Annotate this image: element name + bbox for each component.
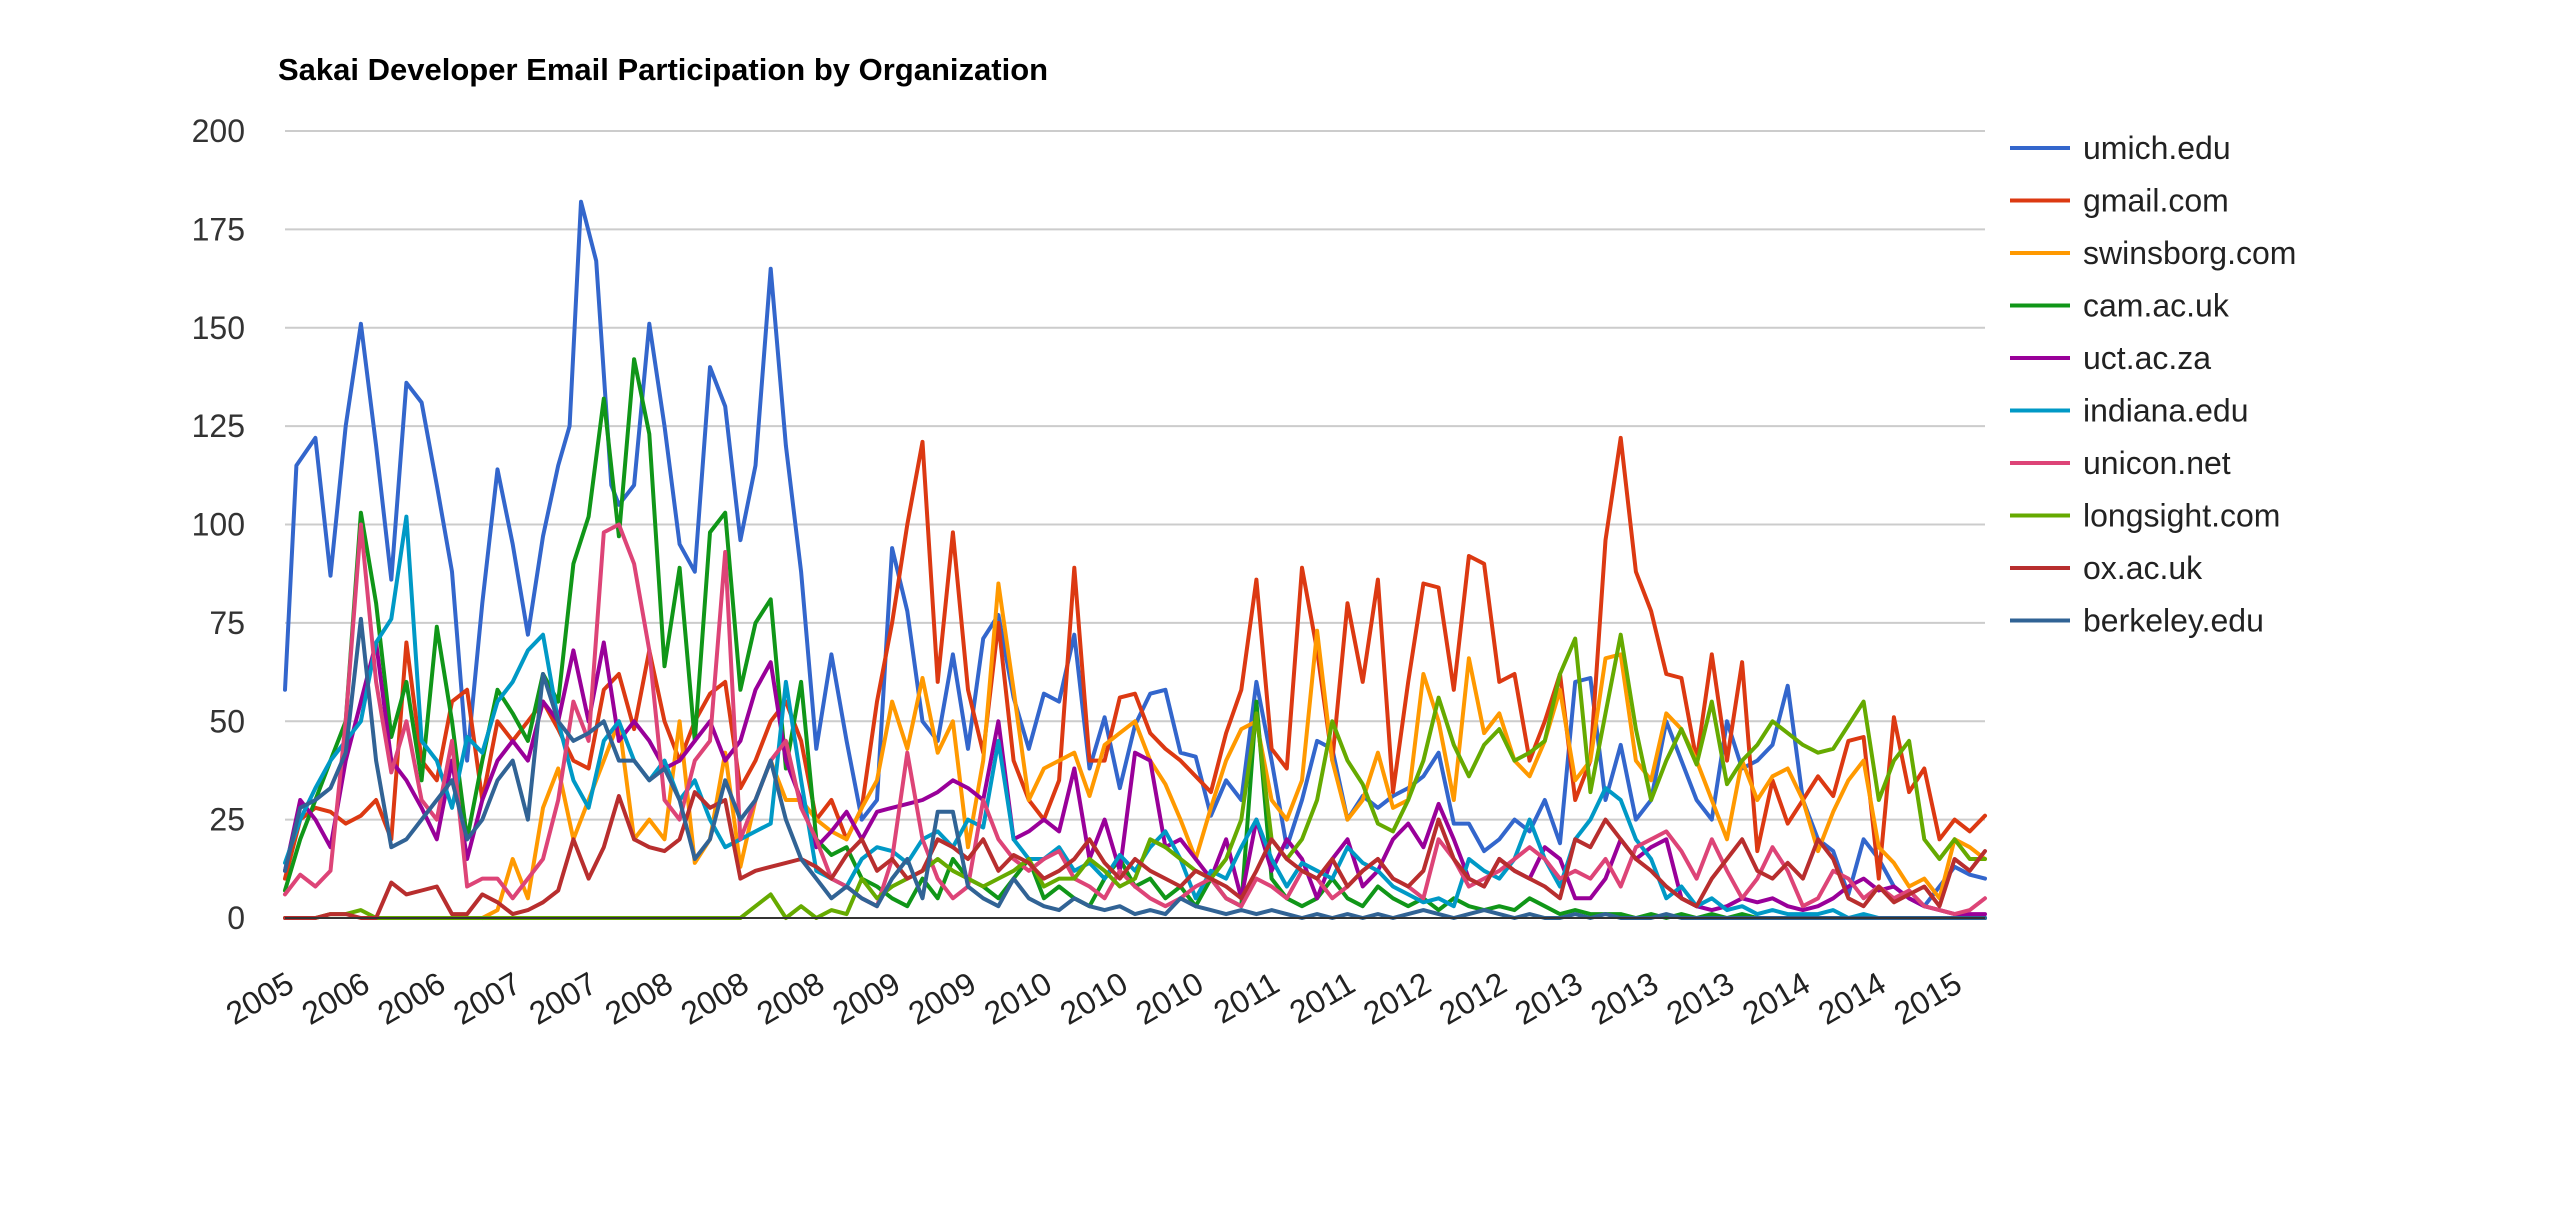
legend-item[interactable]: indiana.edu: [2010, 393, 2248, 429]
legend-item[interactable]: cam.ac.uk: [2010, 288, 2230, 324]
legend-label: gmail.com: [2083, 183, 2229, 219]
legend-item[interactable]: berkeley.edu: [2010, 603, 2264, 639]
x-tick-label: 2014: [1736, 965, 1816, 1032]
x-axis-tick-labels: 2005200620062007200720082008200820092009…: [220, 965, 1968, 1032]
x-tick-label: 2014: [1812, 965, 1892, 1032]
legend-label: berkeley.edu: [2083, 603, 2264, 639]
x-tick-label: 2013: [1585, 965, 1665, 1032]
legend-label: uct.ac.za: [2083, 340, 2211, 376]
y-tick-label: 175: [192, 211, 245, 247]
x-tick-label: 2013: [1660, 965, 1740, 1032]
x-tick-label: 2009: [826, 965, 906, 1032]
x-tick-label: 2005: [220, 965, 300, 1032]
y-tick-label: 150: [192, 310, 245, 346]
y-tick-label: 25: [209, 802, 245, 838]
x-tick-label: 2008: [751, 965, 831, 1032]
series-line-umich-edu[interactable]: [283, 199, 1987, 909]
legend-item[interactable]: uct.ac.za: [2010, 340, 2211, 376]
x-tick-label: 2009: [902, 965, 982, 1032]
y-axis-tick-labels: 0 25 50 75 100 125 150 175 200: [192, 113, 245, 936]
series-line-uct-ac-za[interactable]: [283, 640, 1987, 917]
legend-label: indiana.edu: [2083, 393, 2248, 429]
x-tick-label: 2006: [371, 965, 451, 1032]
legend-label: ox.ac.uk: [2083, 550, 2203, 586]
x-tick-label: 2011: [1208, 965, 1286, 1031]
x-tick-label: 2010: [1054, 965, 1134, 1032]
y-tick-label: 125: [192, 408, 245, 444]
x-tick-label: 2010: [978, 965, 1058, 1032]
legend-item[interactable]: gmail.com: [2010, 183, 2229, 219]
chart-title: Sakai Developer Email Participation by O…: [278, 52, 1048, 87]
series-line-ox-ac-uk[interactable]: [283, 790, 1987, 920]
x-tick-label: 2011: [1283, 965, 1361, 1031]
legend-item[interactable]: longsight.com: [2010, 498, 2280, 534]
x-tick-label: 2010: [1130, 965, 1210, 1032]
legend[interactable]: umich.edu gmail.com swinsborg.com cam.ac.uk…: [2010, 130, 2296, 639]
x-tick-label: 2015: [1888, 965, 1968, 1032]
x-tick-label: 2012: [1357, 965, 1437, 1032]
x-tick-label: 2013: [1509, 965, 1589, 1032]
legend-item[interactable]: umich.edu: [2010, 130, 2231, 166]
legend-item[interactable]: ox.ac.uk: [2010, 550, 2203, 586]
x-tick-label: 2007: [447, 965, 527, 1032]
series-line-indiana-edu[interactable]: [283, 514, 1987, 920]
y-tick-label: 50: [209, 703, 245, 739]
y-tick-label: 200: [192, 113, 245, 149]
x-tick-label: 2007: [523, 965, 603, 1032]
series-lines: [283, 199, 1987, 920]
x-tick-label: 2012: [1433, 965, 1513, 1032]
legend-item[interactable]: swinsborg.com: [2010, 235, 2296, 271]
x-tick-label: 2006: [296, 965, 376, 1032]
legend-label: umich.edu: [2083, 130, 2231, 166]
legend-label: cam.ac.uk: [2083, 288, 2230, 324]
y-tick-label: 75: [209, 605, 245, 641]
y-tick-label: 0: [227, 900, 245, 936]
y-tick-label: 100: [192, 507, 245, 543]
series-line-gmail-com[interactable]: [283, 435, 1987, 881]
legend-label: unicon.net: [2083, 445, 2231, 481]
legend-label: swinsborg.com: [2083, 235, 2296, 271]
legend-label: longsight.com: [2083, 498, 2280, 534]
x-tick-label: 2008: [599, 965, 679, 1032]
x-tick-label: 2008: [675, 965, 755, 1032]
series-line-swinsborg-com[interactable]: [480, 581, 1987, 920]
legend-item[interactable]: unicon.net: [2010, 445, 2231, 481]
